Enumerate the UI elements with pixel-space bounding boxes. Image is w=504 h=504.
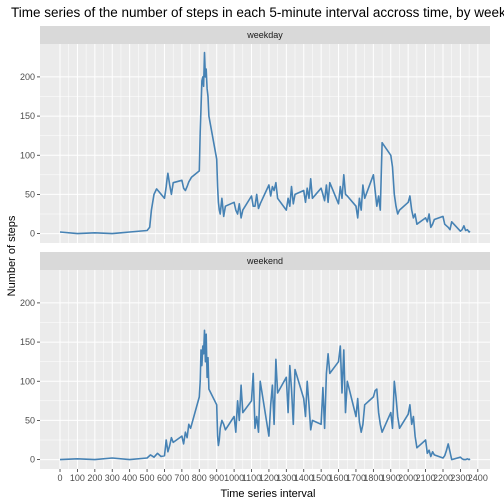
y-tick-label: 200 bbox=[20, 72, 35, 82]
y-tick-label: 0 bbox=[30, 455, 35, 465]
strip-background bbox=[40, 252, 490, 270]
x-tick-label: 1600 bbox=[329, 473, 349, 483]
series-line-weekend bbox=[59, 329, 471, 461]
x-tick-label: 800 bbox=[192, 473, 207, 483]
chart-title: Time series of the number of steps in ea… bbox=[11, 5, 504, 20]
x-tick-label: 1000 bbox=[224, 473, 244, 483]
strip-background bbox=[40, 26, 490, 44]
x-tick-label: 600 bbox=[157, 473, 172, 483]
x-axis-title: Time series interval bbox=[221, 488, 316, 500]
y-tick-label: 200 bbox=[20, 298, 35, 308]
x-tick-label: 1200 bbox=[259, 473, 279, 483]
x-tick-label: 700 bbox=[174, 473, 189, 483]
y-tick-label: 100 bbox=[20, 376, 35, 386]
strip-label: weekend bbox=[246, 256, 283, 266]
y-tick-label: 100 bbox=[20, 150, 35, 160]
x-tick-label: 900 bbox=[209, 473, 224, 483]
x-tick-label: 0 bbox=[58, 473, 63, 483]
x-tick-label: 1500 bbox=[311, 473, 331, 483]
x-tick-label: 500 bbox=[140, 473, 155, 483]
x-tick-label: 400 bbox=[122, 473, 137, 483]
x-tick-label: 100 bbox=[70, 473, 85, 483]
y-tick-label: 0 bbox=[30, 229, 35, 239]
panel-background bbox=[40, 270, 490, 469]
x-tick-label: 1900 bbox=[381, 473, 401, 483]
x-tick-label: 2200 bbox=[433, 473, 453, 483]
x-tick-label: 2300 bbox=[450, 473, 470, 483]
x-tick-label: 1100 bbox=[242, 473, 261, 483]
series-line-weekday bbox=[59, 51, 471, 235]
x-tick-label: 1800 bbox=[363, 473, 383, 483]
x-tick-label: 1400 bbox=[294, 473, 314, 483]
y-tick-label: 150 bbox=[20, 337, 35, 347]
x-tick-label: 200 bbox=[87, 473, 102, 483]
y-tick-label: 50 bbox=[25, 415, 35, 425]
x-tick-label: 2400 bbox=[468, 473, 488, 483]
y-axis-title: Number of steps bbox=[6, 215, 18, 296]
x-tick-label: 2000 bbox=[398, 473, 418, 483]
y-tick-label: 150 bbox=[20, 111, 35, 121]
x-tick-label: 1300 bbox=[276, 473, 296, 483]
panel-weekday: weekday 0 50 100 150 200 bbox=[20, 26, 490, 243]
x-tick-label: 300 bbox=[105, 473, 120, 483]
y-tick-label: 50 bbox=[25, 189, 35, 199]
strip-label: weekday bbox=[246, 30, 283, 40]
x-tick-label: 1700 bbox=[346, 473, 366, 483]
panel-background bbox=[40, 44, 490, 243]
x-tick-label: 2100 bbox=[416, 473, 436, 483]
